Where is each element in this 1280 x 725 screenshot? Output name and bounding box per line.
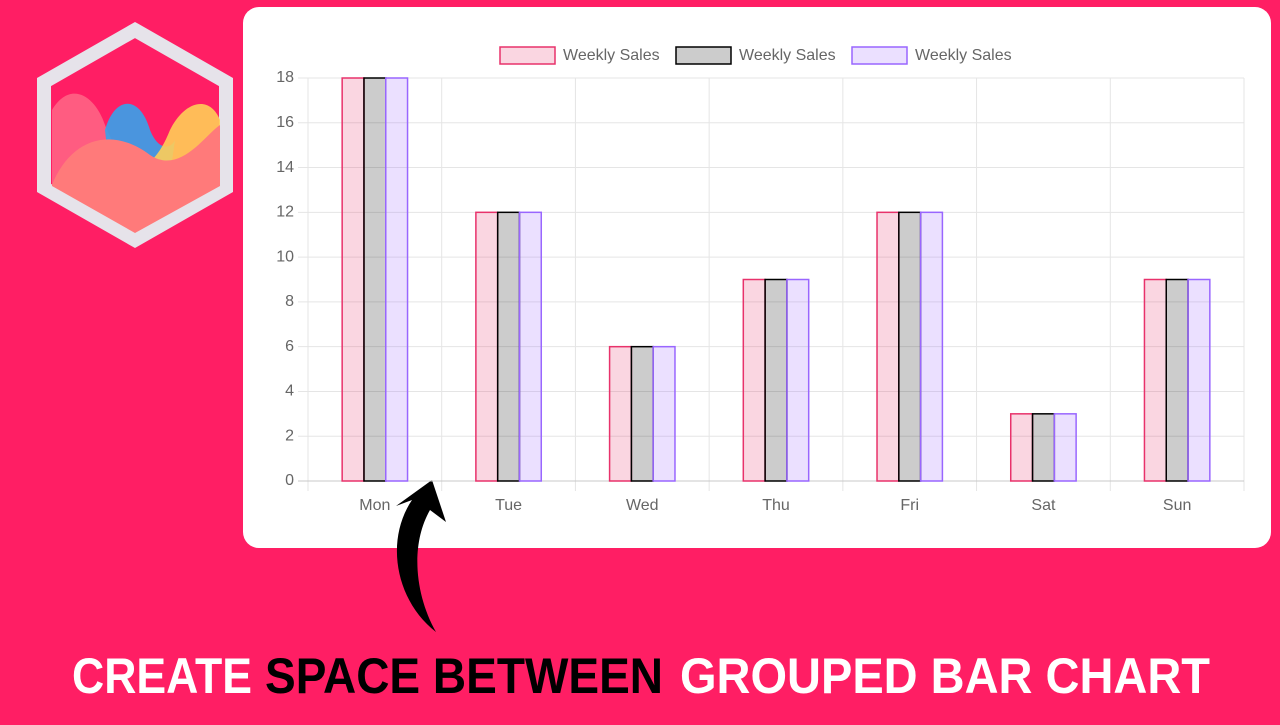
chart-card xyxy=(243,7,1271,548)
bar xyxy=(919,211,944,482)
bar xyxy=(496,211,521,482)
x-tick-label: Sun xyxy=(1163,497,1191,514)
bar xyxy=(898,211,922,482)
bar xyxy=(385,77,409,482)
bar xyxy=(475,211,499,482)
legend-label[interactable]: Weekly Sales xyxy=(563,47,660,64)
y-tick-label: 10 xyxy=(276,248,294,265)
bar xyxy=(518,211,543,482)
bar xyxy=(742,278,766,482)
caption: SPACE BETWEEN xyxy=(265,648,663,704)
legend-swatch[interactable] xyxy=(499,46,556,65)
arrow xyxy=(396,480,446,632)
bar xyxy=(363,77,387,482)
bar xyxy=(630,345,654,482)
x-tick-label: Thu xyxy=(762,497,790,514)
x-tick-label: Wed xyxy=(626,497,659,514)
y-tick-label: 16 xyxy=(276,114,294,131)
y-tick-label: 8 xyxy=(285,293,294,310)
y-tick-label: 0 xyxy=(285,472,294,489)
caption: GROUPED BAR CHART xyxy=(680,648,1210,704)
legend-label[interactable]: Weekly Sales xyxy=(739,47,836,64)
y-tick-label: 2 xyxy=(285,427,294,444)
bar xyxy=(1031,413,1056,482)
bar xyxy=(652,345,676,482)
x-tick-label: Sat xyxy=(1031,497,1056,514)
y-tick-label: 18 xyxy=(276,69,294,86)
legend-label[interactable]: Weekly Sales xyxy=(915,47,1012,64)
x-tick-label: Mon xyxy=(359,497,390,514)
bar xyxy=(608,345,633,482)
y-tick-label: 14 xyxy=(276,159,294,176)
bar xyxy=(341,77,365,482)
bar xyxy=(1187,278,1211,482)
bar xyxy=(764,278,788,482)
y-tick-label: 6 xyxy=(285,338,294,355)
y-tick-label: 12 xyxy=(276,204,294,221)
bar xyxy=(876,211,900,482)
bar xyxy=(1009,413,1034,482)
legend-swatch[interactable] xyxy=(675,46,732,65)
x-tick-label: Fri xyxy=(900,497,919,514)
bar xyxy=(1143,278,1167,482)
legend-swatch[interactable] xyxy=(851,46,908,65)
bar xyxy=(786,278,810,482)
logo xyxy=(37,21,233,249)
caption: CREATE xyxy=(72,648,252,704)
y-tick-label: 4 xyxy=(285,383,294,400)
x-tick-label: Tue xyxy=(495,497,522,514)
bar xyxy=(1165,278,1189,482)
bar xyxy=(1053,413,1077,482)
